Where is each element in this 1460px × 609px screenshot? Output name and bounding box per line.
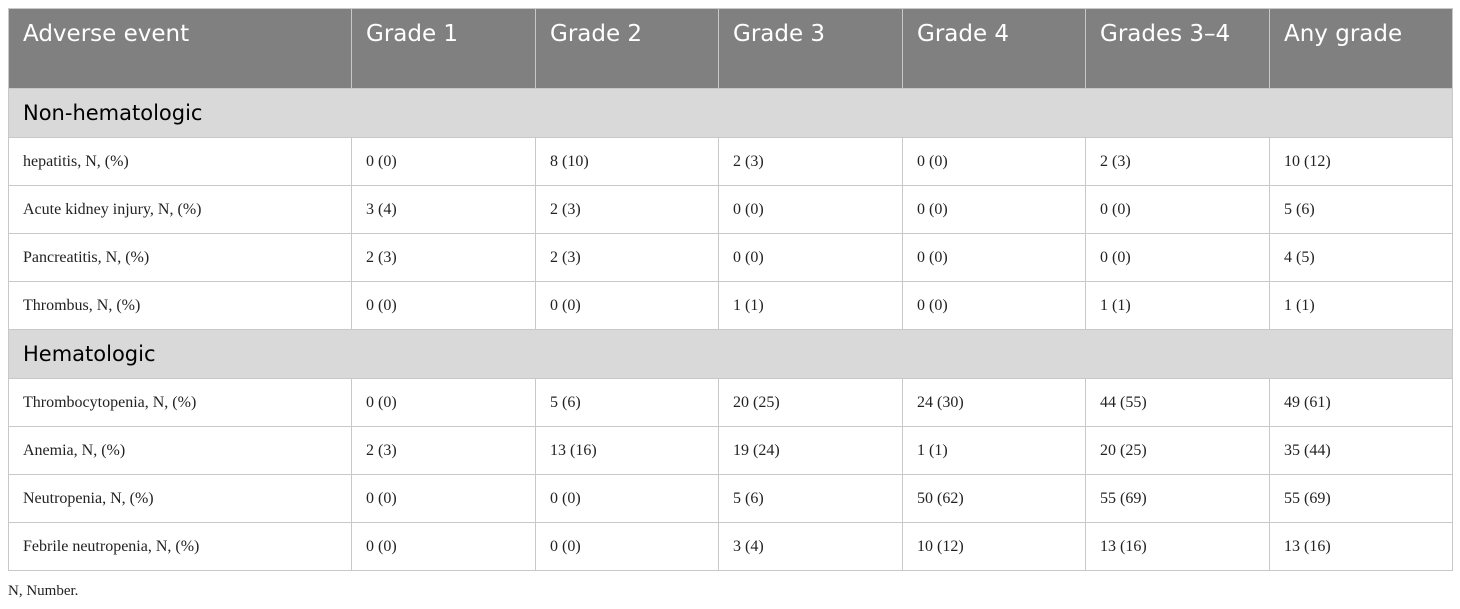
data-row: Anemia, N, (%) 2 (3) 13 (16) 19 (24) 1 (1) 20… (8, 426, 1453, 475)
event-name: Anemia, N, (%) (8, 426, 352, 475)
adverse-events-table: Adverse event Grade 1 Grade 2 Grade 3 Grade … (8, 8, 1453, 571)
value-cell: 19 (24) (718, 426, 903, 475)
event-name: Febrile neutropenia, N, (%) (8, 522, 352, 571)
value-cell: 1 (1) (1269, 281, 1453, 330)
value-cell: 20 (25) (718, 378, 903, 427)
value-cell: 5 (6) (718, 474, 903, 523)
value-cell: 50 (62) (902, 474, 1086, 523)
value-cell: 1 (1) (902, 426, 1086, 475)
section-title: Non-hematologic (8, 88, 1453, 138)
value-cell: 2 (3) (535, 185, 719, 234)
table-header: Adverse event Grade 1 Grade 2 Grade 3 Grade … (8, 8, 1453, 89)
column-header: Grade 3 (718, 8, 903, 89)
value-cell: 0 (0) (351, 522, 536, 571)
value-cell: 0 (0) (718, 233, 903, 282)
event-name: Thrombocytopenia, N, (%) (8, 378, 352, 427)
value-cell: 13 (16) (1269, 522, 1453, 571)
value-cell: 0 (0) (902, 137, 1086, 186)
column-header: Grade 2 (535, 8, 719, 89)
value-cell: 1 (1) (718, 281, 903, 330)
section-title: Hematologic (8, 329, 1453, 379)
value-cell: 0 (0) (351, 474, 536, 523)
value-cell: 2 (3) (351, 233, 536, 282)
data-row: Acute kidney injury, N, (%) 3 (4) 2 (3) 0 (… (8, 185, 1453, 234)
value-cell: 10 (12) (902, 522, 1086, 571)
event-name: Acute kidney injury, N, (%) (8, 185, 352, 234)
value-cell: 0 (0) (535, 281, 719, 330)
column-header: Grade 4 (902, 8, 1086, 89)
value-cell: 10 (12) (1269, 137, 1453, 186)
table-body: Non-hematologic hepatitis, N, (%) 0 (0) 8 (… (8, 88, 1453, 571)
section-row: Hematologic (8, 329, 1453, 379)
event-name: Thrombus, N, (%) (8, 281, 352, 330)
value-cell: 35 (44) (1269, 426, 1453, 475)
value-cell: 0 (0) (902, 281, 1086, 330)
value-cell: 5 (6) (1269, 185, 1453, 234)
column-header: Grades 3–4 (1085, 8, 1270, 89)
value-cell: 20 (25) (1085, 426, 1270, 475)
data-row: hepatitis, N, (%) 0 (0) 8 (10) 2 (3) 0 (0) 2 … (8, 137, 1453, 186)
event-name: Neutropenia, N, (%) (8, 474, 352, 523)
value-cell: 0 (0) (351, 137, 536, 186)
value-cell: 0 (0) (902, 185, 1086, 234)
value-cell: 1 (1) (1085, 281, 1270, 330)
value-cell: 0 (0) (1085, 233, 1270, 282)
value-cell: 49 (61) (1269, 378, 1453, 427)
value-cell: 8 (10) (535, 137, 719, 186)
event-name: Pancreatitis, N, (%) (8, 233, 352, 282)
column-header: Any grade (1269, 8, 1453, 89)
column-header: Grade 1 (351, 8, 536, 89)
value-cell: 2 (3) (535, 233, 719, 282)
value-cell: 3 (4) (351, 185, 536, 234)
value-cell: 13 (16) (535, 426, 719, 475)
header-row: Adverse event Grade 1 Grade 2 Grade 3 Grade … (8, 8, 1453, 89)
value-cell: 0 (0) (718, 185, 903, 234)
value-cell: 0 (0) (1085, 185, 1270, 234)
value-cell: 3 (4) (718, 522, 903, 571)
value-cell: 55 (69) (1085, 474, 1270, 523)
footnote: N, Number. (8, 583, 79, 599)
value-cell: 2 (3) (718, 137, 903, 186)
value-cell: 24 (30) (902, 378, 1086, 427)
event-name: hepatitis, N, (%) (8, 137, 352, 186)
data-row: Neutropenia, N, (%) 0 (0) 0 (0) 5 (6) 50 (62… (8, 474, 1453, 523)
data-row: Pancreatitis, N, (%) 2 (3) 2 (3) 0 (0) 0 (0)… (8, 233, 1453, 282)
value-cell: 2 (3) (1085, 137, 1270, 186)
value-cell: 44 (55) (1085, 378, 1270, 427)
value-cell: 0 (0) (535, 474, 719, 523)
value-cell: 2 (3) (351, 426, 536, 475)
value-cell: 0 (0) (902, 233, 1086, 282)
value-cell: 4 (5) (1269, 233, 1453, 282)
section-row: Non-hematologic (8, 88, 1453, 138)
column-header: Adverse event (8, 8, 352, 89)
value-cell: 0 (0) (535, 522, 719, 571)
value-cell: 0 (0) (351, 281, 536, 330)
value-cell: 5 (6) (535, 378, 719, 427)
value-cell: 13 (16) (1085, 522, 1270, 571)
value-cell: 55 (69) (1269, 474, 1453, 523)
data-row: Febrile neutropenia, N, (%) 0 (0) 0 (0) 3 (… (8, 522, 1453, 571)
value-cell: 0 (0) (351, 378, 536, 427)
data-row: Thrombus, N, (%) 0 (0) 0 (0) 1 (1) 0 (0) 1 (1… (8, 281, 1453, 330)
data-row: Thrombocytopenia, N, (%) 0 (0) 5 (6) 20 (25… (8, 378, 1453, 427)
